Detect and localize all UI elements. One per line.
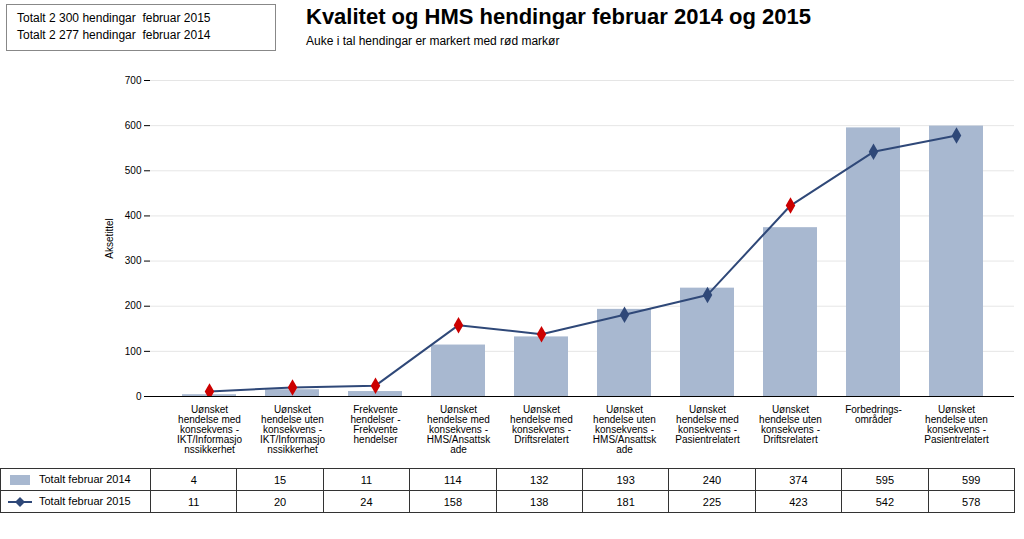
svg-text:700: 700 bbox=[125, 75, 142, 86]
html-text:138: 138 bbox=[530, 495, 549, 508]
html-text:Totalt 2 277 hendingar februar: Totalt 2 277 hendingar februar 2014 bbox=[17, 28, 211, 43]
html-text:Totalt februar 2015: Totalt februar 2015 bbox=[39, 495, 131, 507]
html-text:158: 158 bbox=[443, 495, 462, 508]
html-text:374: 374 bbox=[789, 473, 808, 486]
svg-text:Uønskethendelse utenkonsekvens: Uønskethendelse utenkonsekvens -IKT/Info… bbox=[260, 404, 325, 455]
html-text:Totalt februar 2014: Totalt februar 2014 bbox=[39, 473, 131, 485]
html-text:24: 24 bbox=[360, 495, 373, 508]
html-text:240: 240 bbox=[702, 473, 722, 486]
html-text:181: 181 bbox=[616, 495, 635, 508]
html-text:193: 193 bbox=[616, 473, 635, 486]
html-text:132: 132 bbox=[530, 473, 549, 486]
svg-text:Uønskethendelse utenkonsekvens: Uønskethendelse utenkonsekvens -Pasientr… bbox=[924, 404, 989, 445]
html-text:Kvalitet og HMS hendingar febr: Kvalitet og HMS hendingar februar 2014 o… bbox=[306, 4, 811, 29]
html-text:114: 114 bbox=[444, 473, 462, 486]
html-text:15: 15 bbox=[274, 473, 287, 486]
html-text:542: 542 bbox=[875, 495, 894, 508]
html-text:20: 20 bbox=[274, 495, 287, 508]
svg-text:600: 600 bbox=[125, 120, 142, 131]
svg-text:Uønskethendelse medkonsekvens: Uønskethendelse medkonsekvens -Driftsrel… bbox=[510, 404, 573, 445]
svg-text:0: 0 bbox=[136, 391, 142, 402]
html-text:423: 423 bbox=[789, 495, 808, 508]
html-text:225: 225 bbox=[702, 495, 722, 508]
html-text:11: 11 bbox=[188, 495, 200, 508]
html-text:Auke i tal hendingar er marker: Auke i tal hendingar er markert med rød … bbox=[306, 34, 560, 49]
html-text:599: 599 bbox=[962, 473, 981, 486]
svg-text:Forbedrings-områder: Forbedrings-områder bbox=[845, 404, 902, 425]
svg-text:Uønskethendelse medkonsekvens: Uønskethendelse medkonsekvens -HMS/Ansat… bbox=[427, 404, 491, 455]
svg-text:Frekventehendelser -Frekventeh: Frekventehendelser -Frekventehendelser bbox=[350, 404, 400, 445]
svg-text:Uønskethendelse utenkonsekvens: Uønskethendelse utenkonsekvens -Driftsre… bbox=[759, 404, 822, 445]
svg-text:500: 500 bbox=[125, 165, 142, 176]
html-text:11: 11 bbox=[360, 473, 373, 486]
svg-text:100: 100 bbox=[125, 346, 142, 357]
html-text:4: 4 bbox=[190, 473, 197, 486]
svg-text:Uønskethendelse medkonsekvens: Uønskethendelse medkonsekvens -Pasientre… bbox=[675, 404, 740, 445]
svg-text:300: 300 bbox=[125, 255, 142, 266]
html-text:578: 578 bbox=[962, 495, 981, 508]
svg-text:Aksetittel: Aksetittel bbox=[104, 218, 115, 259]
svg-text:Uønskethendelse utenkonsekvens: Uønskethendelse utenkonsekvens -HMS/Ansa… bbox=[593, 404, 657, 455]
html-text:595: 595 bbox=[875, 473, 894, 486]
svg-text:200: 200 bbox=[125, 300, 142, 311]
svg-text:Uønskethendelse medkonsekvens: Uønskethendelse medkonsekvens -IKT/Infor… bbox=[177, 404, 242, 455]
html-text:Totalt 2 300 hendingar februar: Totalt 2 300 hendingar februar 2015 bbox=[17, 11, 211, 25]
svg-text:400: 400 bbox=[125, 210, 142, 221]
